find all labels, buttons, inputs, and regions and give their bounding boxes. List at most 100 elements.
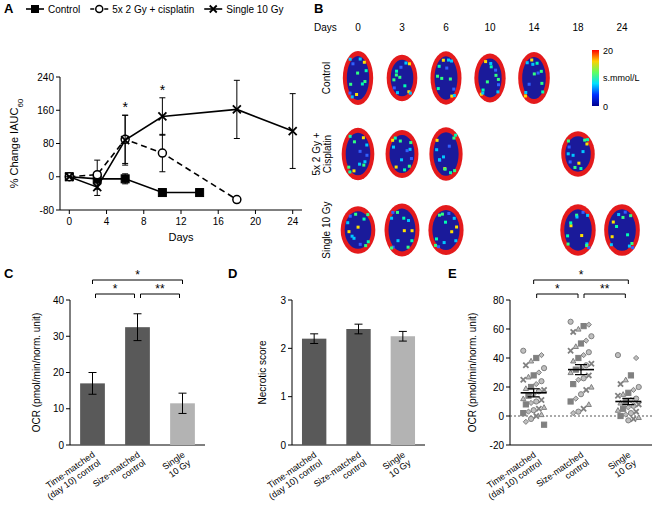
- label-line: 10 Gy: [387, 457, 413, 479]
- marker: [536, 406, 541, 411]
- tumor-core: [345, 211, 372, 249]
- tumor-pixel: [444, 168, 447, 171]
- tumor-pixel: [494, 69, 497, 72]
- tumor-pixel: [359, 243, 362, 246]
- tumor-pixel: [449, 171, 452, 174]
- tumor-pixel: [444, 221, 447, 224]
- colorbar-title: s.mmol/L: [603, 73, 640, 83]
- marker: [541, 405, 546, 410]
- marker: [615, 408, 620, 413]
- tumor-pixel: [441, 213, 444, 216]
- y-tick: [56, 210, 60, 211]
- row-label: Control: [321, 62, 332, 94]
- tumor-rim: [386, 130, 419, 178]
- y-axis-title: % Change IAUC60: [8, 98, 25, 188]
- category-label: Single10 Gy: [606, 449, 638, 480]
- column-label: 0: [355, 22, 361, 33]
- significance-label: *: [160, 82, 166, 98]
- row-label: Single 10 Gy: [321, 201, 332, 258]
- tumor-pixel: [347, 166, 350, 169]
- tumor-pixel: [390, 217, 393, 220]
- marker: [631, 403, 636, 408]
- tumor-pixel: [442, 155, 445, 158]
- tumor-pixel: [408, 165, 411, 168]
- y-tick-label: 40: [53, 295, 65, 306]
- tumor-pixel: [583, 139, 586, 142]
- y-tick-label: -80: [40, 205, 55, 216]
- y-axis-title: OCR (pmol/min/norm. unit): [31, 313, 42, 432]
- tumor-pixel: [443, 167, 446, 170]
- significance-label: *: [135, 268, 140, 282]
- series-line: [69, 109, 292, 187]
- tumor-pixel: [567, 152, 570, 155]
- tumor-pixel: [533, 72, 536, 75]
- x-tick: [106, 210, 107, 214]
- panel-letter: C: [4, 266, 14, 281]
- tumor-pixel: [573, 166, 576, 169]
- tumor-pixel: [567, 140, 570, 143]
- marker: [65, 173, 73, 181]
- y-tick-label: 0: [48, 171, 54, 182]
- marker: [32, 6, 39, 13]
- tumor-pixel: [615, 225, 618, 228]
- legend-item: Control: [26, 4, 80, 15]
- label-line: Control: [321, 62, 332, 94]
- tumor-pixel: [572, 154, 575, 157]
- tumor-pixel: [455, 226, 458, 229]
- tumor-pixel: [540, 70, 543, 73]
- tumor-pixel: [358, 163, 361, 166]
- tumor-pixel: [349, 58, 352, 61]
- marker: [233, 105, 241, 113]
- marker: [621, 406, 626, 411]
- tumor-pixel: [579, 167, 582, 170]
- marker: [121, 136, 129, 144]
- y-tick-label: 20: [493, 382, 505, 393]
- tumor-map: [474, 54, 505, 103]
- marker: [636, 415, 641, 420]
- tumor-rim: [429, 127, 462, 181]
- tumor-core: [347, 56, 369, 100]
- y-tick-label: 40: [493, 353, 505, 364]
- marker: [534, 382, 539, 387]
- x-tick: [143, 210, 144, 214]
- marker: [96, 6, 103, 13]
- significance-label: **: [155, 282, 165, 296]
- tumor-pixel: [346, 221, 349, 224]
- series-line: [69, 139, 237, 199]
- y-tick: [56, 143, 60, 144]
- tumor-pixel: [408, 62, 411, 65]
- tumor-pixel: [365, 154, 368, 157]
- marker: [631, 387, 636, 392]
- tumor-pixel: [393, 86, 396, 89]
- y-tick: [56, 110, 60, 111]
- y-tick: [66, 408, 70, 409]
- x-tick-label: 4: [104, 216, 110, 227]
- tumor-core: [435, 56, 458, 99]
- tumor-pixel: [448, 145, 451, 148]
- marker: [634, 355, 639, 360]
- tumor-rim: [560, 204, 595, 255]
- marker: [586, 402, 591, 407]
- colorbar-tick-label: 20: [603, 46, 613, 56]
- y-tick-label: 30: [53, 331, 65, 342]
- marker: [571, 329, 576, 334]
- label-line: 10 Gy: [613, 457, 639, 479]
- tumor-pixel: [631, 246, 634, 249]
- marker: [531, 408, 536, 413]
- tumor-pixel: [410, 157, 413, 160]
- tumor-pixel: [409, 141, 412, 144]
- tumor-pixel: [362, 164, 365, 167]
- tumor-map: [429, 127, 462, 181]
- y-axis: [510, 300, 511, 445]
- tumor-pixel: [449, 78, 452, 81]
- row-label: 5x 2 Gy +Cisplatin: [311, 132, 333, 175]
- tumor-pixel: [396, 239, 399, 242]
- marker: [536, 370, 541, 375]
- tumor-core: [346, 133, 371, 176]
- y-tick: [506, 300, 510, 301]
- tumor-pixel: [611, 235, 614, 238]
- tumor-pixel: [530, 59, 533, 62]
- marker: [631, 416, 636, 421]
- tumor-pixel: [400, 158, 403, 161]
- error-bar: [179, 393, 187, 413]
